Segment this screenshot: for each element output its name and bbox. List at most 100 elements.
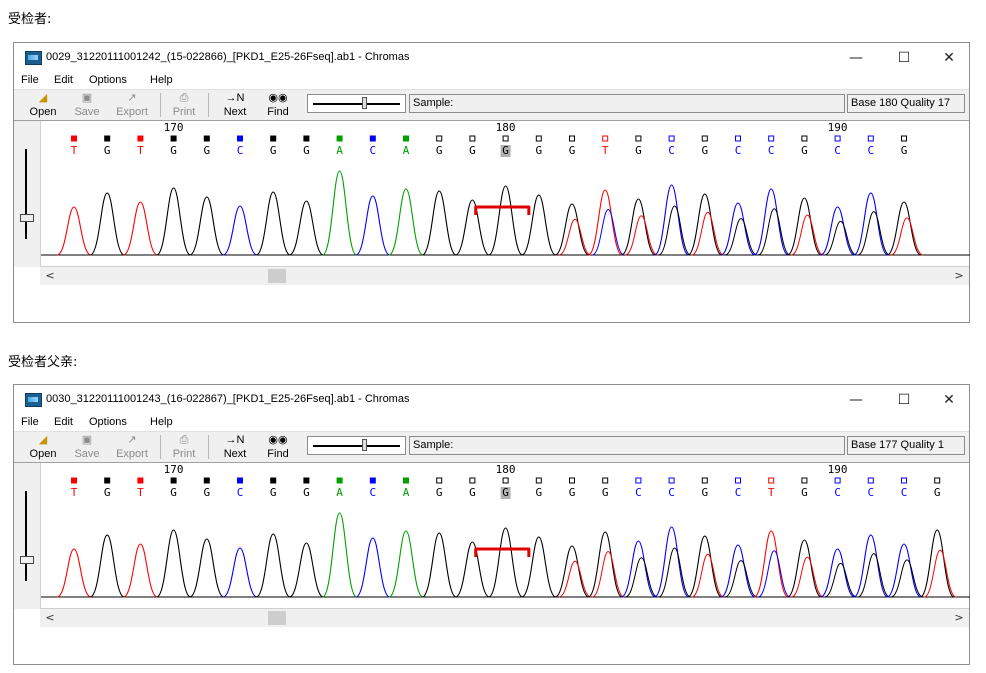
next-button[interactable]: →N Next	[216, 433, 254, 461]
base-call-marker	[137, 477, 144, 484]
base-call-letter[interactable]: G	[469, 144, 476, 157]
base-call-letter[interactable]: G	[170, 486, 177, 499]
scroll-thumb[interactable]	[268, 611, 286, 625]
vertical-thumb[interactable]	[20, 214, 34, 222]
base-call-letter[interactable]: C	[635, 486, 642, 499]
base-call-letter[interactable]: C	[735, 486, 742, 499]
open-button[interactable]: ◢ Open	[24, 433, 62, 461]
base-call-letter[interactable]: G	[934, 486, 941, 499]
menu-file[interactable]: File	[21, 74, 39, 86]
base-call-letter[interactable]: C	[668, 144, 675, 157]
vertical-thumb[interactable]	[20, 556, 34, 564]
close-button[interactable]: ✕	[943, 50, 955, 66]
horizontal-scrollbar[interactable]: < >	[40, 266, 969, 285]
horizontal-scrollbar[interactable]: < >	[40, 608, 969, 627]
base-call-letter[interactable]: T	[137, 486, 144, 499]
title-bar[interactable]: 0030_31220111001243_(16-022867)_[PKD1_E2…	[14, 385, 969, 415]
slider-thumb[interactable]	[362, 97, 367, 109]
base-call-letter[interactable]: T	[602, 144, 609, 157]
base-call-letter[interactable]: T	[71, 486, 78, 499]
base-call-letter[interactable]: C	[901, 486, 908, 499]
base-call-letter[interactable]: C	[237, 486, 244, 499]
base-call-letter[interactable]: G	[701, 144, 708, 157]
base-call-letter[interactable]: C	[834, 486, 841, 499]
menu-help[interactable]: Help	[150, 74, 173, 86]
print-button[interactable]: ⎙ Print	[165, 91, 203, 119]
base-call-letter[interactable]: G	[203, 486, 210, 499]
menu-options[interactable]: Options	[89, 74, 127, 86]
base-call-letter[interactable]: C	[237, 144, 244, 157]
scroll-right-arrow[interactable]: >	[954, 611, 964, 624]
base-call-letter[interactable]: T	[71, 144, 78, 157]
base-call-letter[interactable]: C	[867, 486, 874, 499]
close-button[interactable]: ✕	[943, 392, 955, 408]
export-icon: ↗	[127, 434, 137, 446]
base-call-letter[interactable]: G	[104, 486, 111, 499]
maximize-button[interactable]: ☐	[897, 392, 911, 408]
base-call-letter[interactable]: G	[303, 486, 310, 499]
base-call-letter[interactable]: G	[801, 144, 808, 157]
base-call-letter[interactable]: G	[535, 144, 542, 157]
base-call-letter[interactable]: G	[701, 486, 708, 499]
scroll-left-arrow[interactable]: <	[45, 269, 55, 282]
base-call-letter[interactable]: A	[403, 486, 410, 499]
base-call-letter[interactable]: G	[170, 144, 177, 157]
vertical-scale-slider[interactable]	[14, 463, 41, 609]
base-call-letter[interactable]: C	[668, 486, 675, 499]
menu-edit[interactable]: Edit	[54, 416, 73, 428]
base-call-letter[interactable]: G	[270, 144, 277, 157]
base-call-letter[interactable]: G	[535, 486, 542, 499]
vertical-scale-slider[interactable]	[14, 121, 41, 267]
base-call-letter[interactable]: G	[203, 144, 210, 157]
base-call-letter[interactable]: G	[569, 486, 576, 499]
save-button[interactable]: ▣ Save	[68, 433, 106, 461]
base-call-letter[interactable]: C	[768, 144, 775, 157]
scroll-right-arrow[interactable]: >	[954, 269, 964, 282]
base-call-letter[interactable]: G	[104, 144, 111, 157]
base-call-letter[interactable]: G	[303, 144, 310, 157]
base-call-letter[interactable]: G	[436, 144, 443, 157]
menu-edit[interactable]: Edit	[54, 74, 73, 86]
base-call-letter[interactable]: C	[834, 144, 841, 157]
base-call-letter[interactable]: G	[635, 144, 642, 157]
base-call-letter[interactable]: G	[801, 486, 808, 499]
base-call-letter[interactable]: G	[436, 486, 443, 499]
base-call-letter[interactable]: G	[270, 486, 277, 499]
menu-help[interactable]: Help	[150, 416, 173, 428]
base-call-letter[interactable]: T	[768, 486, 775, 499]
base-call-marker	[735, 477, 741, 484]
scroll-left-arrow[interactable]: <	[45, 611, 55, 624]
base-call-letter[interactable]: C	[867, 144, 874, 157]
maximize-button[interactable]: ☐	[897, 50, 911, 66]
base-call-letter[interactable]: G	[901, 144, 908, 157]
print-button[interactable]: ⎙ Print	[165, 433, 203, 461]
open-button[interactable]: ◢ Open	[24, 91, 62, 119]
next-button[interactable]: →N Next	[216, 91, 254, 119]
save-button[interactable]: ▣ Save	[68, 91, 106, 119]
base-call-letter[interactable]: G	[469, 486, 476, 499]
base-call-letter[interactable]: A	[336, 486, 343, 499]
minimize-button[interactable]: —	[849, 392, 863, 408]
base-call-letter[interactable]: C	[735, 144, 742, 157]
base-call-letter[interactable]: C	[369, 486, 376, 499]
base-call-letter[interactable]: G	[569, 144, 576, 157]
minimize-button[interactable]: —	[849, 50, 863, 66]
title-bar[interactable]: 0029_31220111001242_(15-022866)_[PKD1_E2…	[14, 43, 969, 73]
base-call-letter[interactable]: G	[602, 486, 609, 499]
base-call-letter[interactable]: A	[336, 144, 343, 157]
base-call-letter[interactable]: C	[369, 144, 376, 157]
export-button[interactable]: ↗ Export	[110, 91, 154, 119]
scroll-thumb[interactable]	[268, 269, 286, 283]
export-button[interactable]: ↗ Export	[110, 433, 154, 461]
menu-file[interactable]: File	[21, 416, 39, 428]
slider-thumb[interactable]	[362, 439, 367, 451]
find-button[interactable]: ◉◉ Find	[259, 91, 297, 119]
menu-options[interactable]: Options	[89, 416, 127, 428]
base-call-letter[interactable]: A	[403, 144, 410, 157]
zoom-slider[interactable]	[307, 436, 406, 455]
base-call-letter[interactable]: T	[137, 144, 144, 157]
zoom-slider[interactable]	[307, 94, 406, 113]
base-call-letter[interactable]: G	[502, 144, 509, 157]
base-call-letter[interactable]: G	[502, 486, 509, 499]
find-button[interactable]: ◉◉ Find	[259, 433, 297, 461]
